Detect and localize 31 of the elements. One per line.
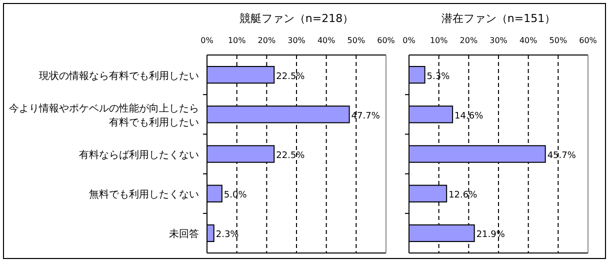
data-label: 5.3% <box>426 72 450 82</box>
x-tick-label: 20% <box>258 36 276 45</box>
x-tick-label: 30% <box>288 36 306 45</box>
x-tick-label: 50% <box>549 36 568 45</box>
data-label: 22.5% <box>276 72 306 82</box>
data-label: 12.6% <box>448 190 478 201</box>
y-tick-label: 現状の情報なら有料でも利用したい <box>39 70 199 82</box>
x-tick-label: 30% <box>490 36 508 45</box>
y-tick-label: 有料ならば利用したくない <box>79 149 199 161</box>
data-label: 21.9% <box>476 230 506 240</box>
data-label: 47.7% <box>351 111 380 122</box>
x-tick-label: 0% <box>402 36 416 45</box>
data-label: 22.5% <box>276 151 306 161</box>
data-label: 2.3% <box>216 230 240 240</box>
x-tick-label: 50% <box>347 36 366 45</box>
y-tick-label: 未回答 <box>169 228 199 240</box>
x-tick-label: 0% <box>200 36 214 45</box>
y-tick-label: 無料でも利用したくない <box>89 188 199 201</box>
x-tick-label: 60% <box>377 36 396 45</box>
y-tick-label: 今より情報やポケベルの性能が向上したら有料でも利用したい <box>9 102 199 128</box>
data-label: 14.6% <box>454 111 484 122</box>
data-label: 45.7% <box>547 151 576 161</box>
data-label: 5.0% <box>224 190 248 201</box>
x-tick-label: 40% <box>519 36 538 45</box>
x-tick-label: 20% <box>460 36 478 45</box>
x-tick-label: 60% <box>579 36 598 45</box>
x-tick-label: 10% <box>228 36 246 45</box>
chart-title: 競艇ファン（n=218） <box>239 12 354 25</box>
chart-title: 潜在ファン（n=151） <box>441 12 556 25</box>
x-tick-label: 10% <box>430 36 448 45</box>
x-tick-label: 40% <box>317 36 336 45</box>
